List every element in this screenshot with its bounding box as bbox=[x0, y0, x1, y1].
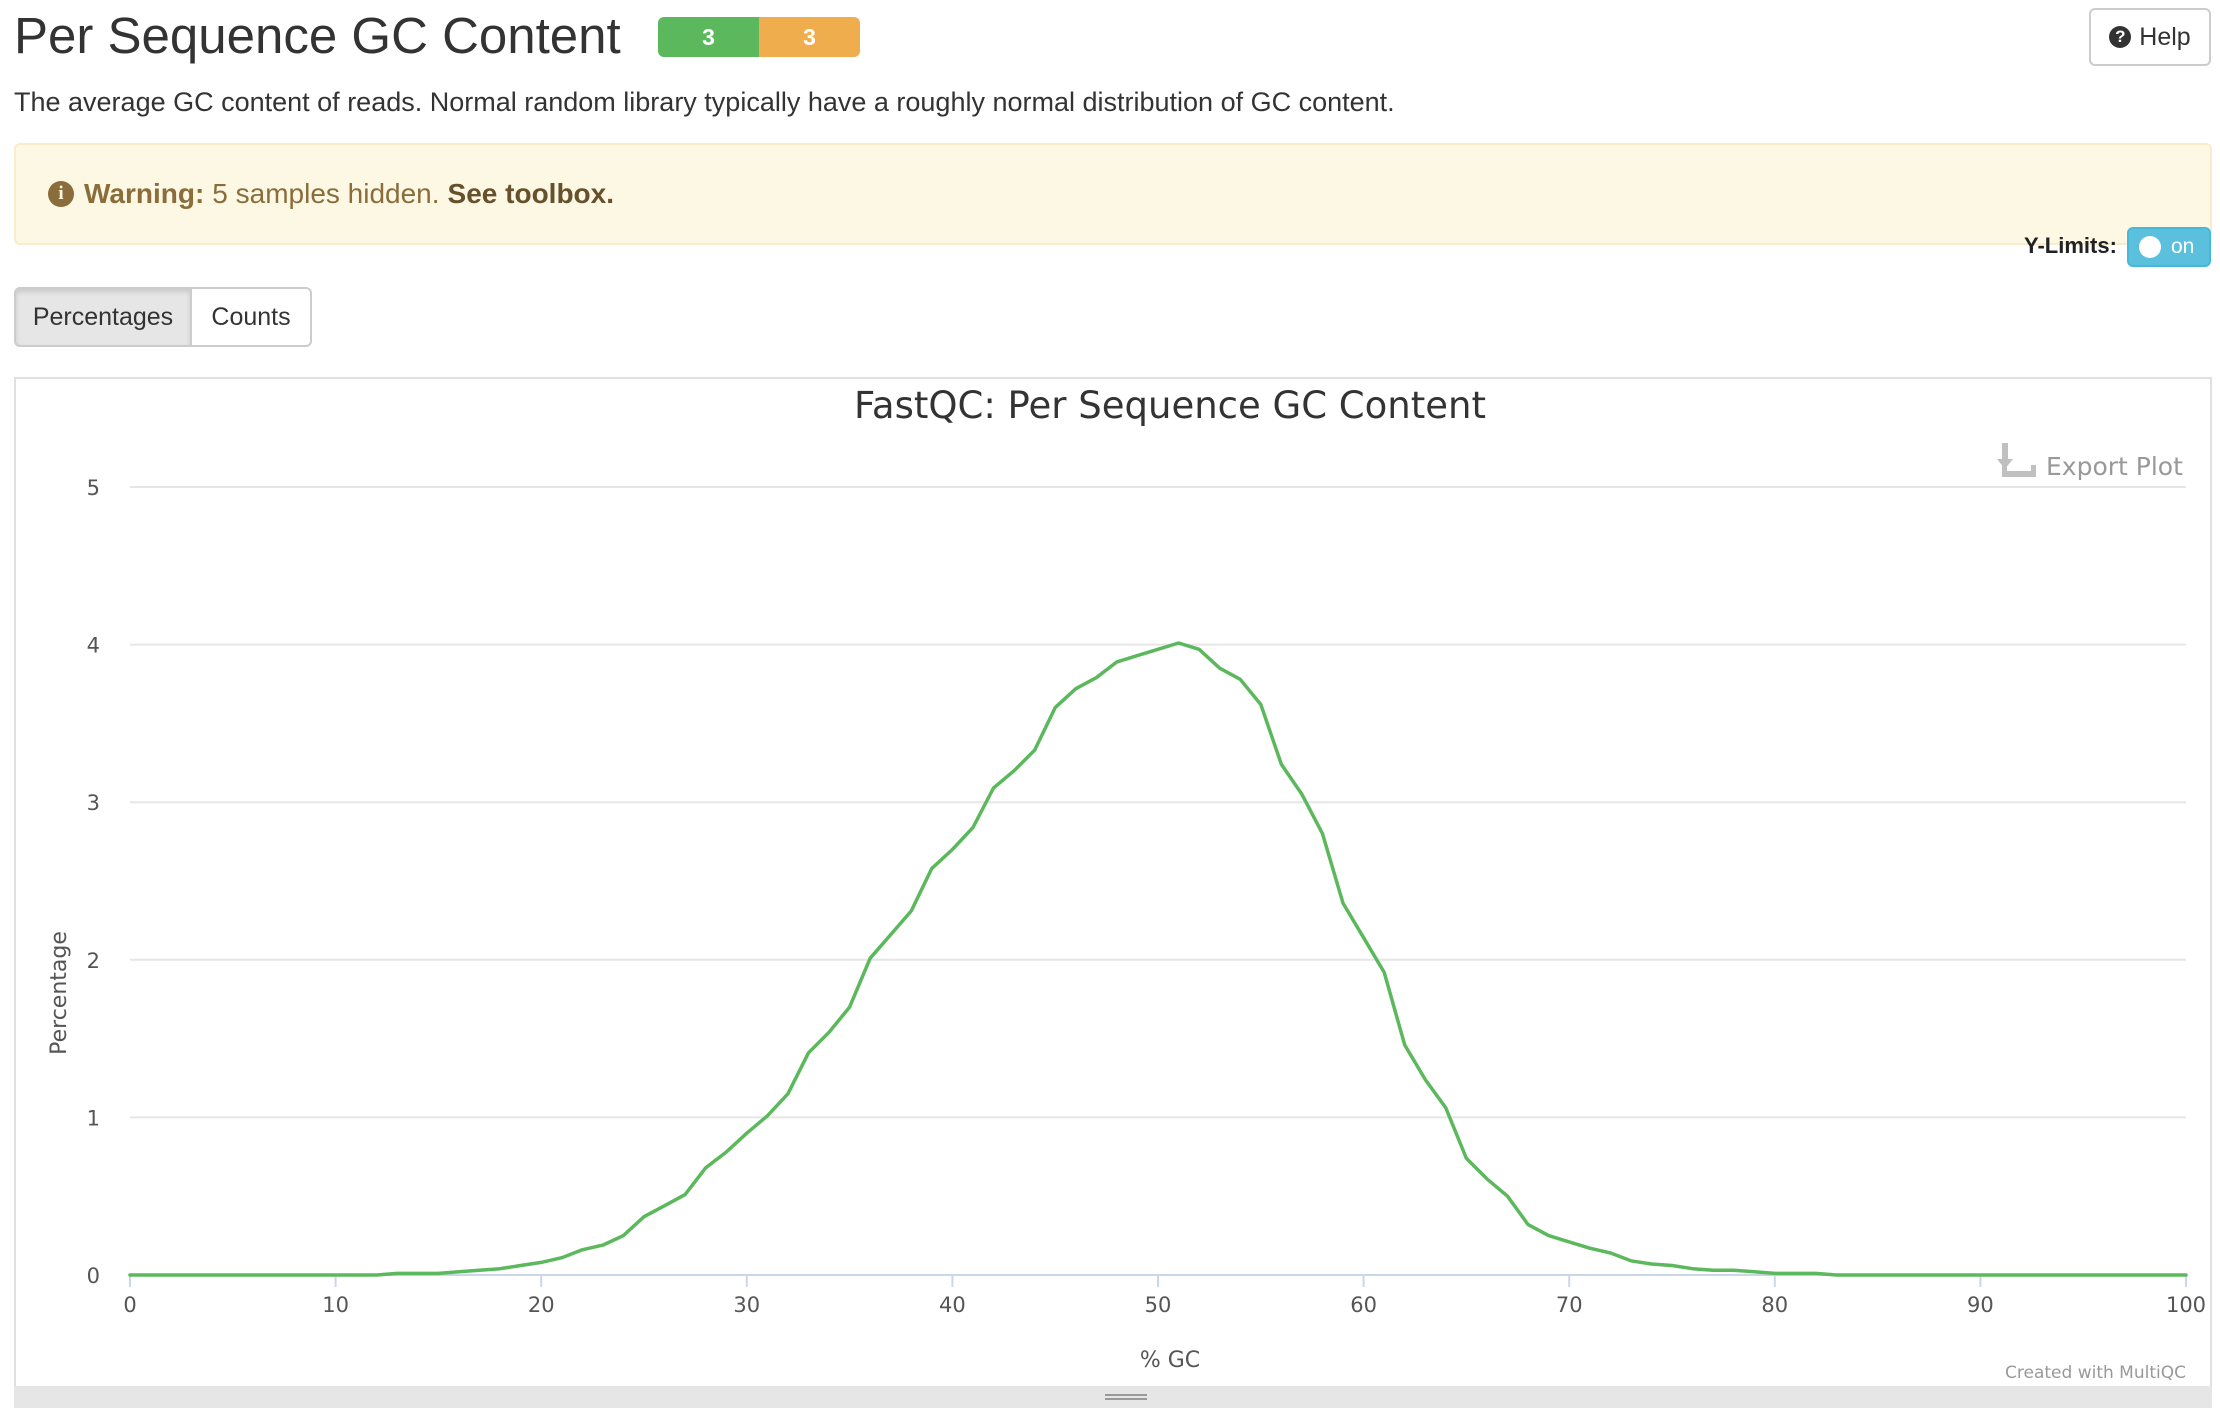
x-tick-label: 40 bbox=[939, 1293, 966, 1317]
warning-label: Warning: bbox=[84, 178, 205, 209]
y-limits-label: Y-Limits: bbox=[2024, 233, 2117, 258]
grip-line bbox=[1105, 1398, 1147, 1400]
view-mode-button-group: Percentages Counts bbox=[14, 287, 312, 347]
toggle-knob-icon bbox=[2139, 236, 2161, 258]
percentages-button[interactable]: Percentages bbox=[14, 287, 192, 347]
x-tick-label: 100 bbox=[2166, 1293, 2206, 1317]
grip-line bbox=[1105, 1394, 1147, 1396]
multiqc-credit: Created with MultiQC bbox=[2005, 1363, 2186, 1383]
status-warn-count[interactable]: 3 bbox=[759, 17, 860, 57]
y-tick-label: 2 bbox=[87, 949, 100, 973]
y-tick-label: 0 bbox=[87, 1264, 100, 1288]
x-tick-label: 10 bbox=[322, 1293, 349, 1317]
page-title: Per Sequence GC Content bbox=[14, 7, 621, 64]
x-tick-label: 60 bbox=[1350, 1293, 1377, 1317]
hidden-samples-warning: i Warning: 5 samples hidden. See toolbox… bbox=[14, 143, 2212, 245]
y-axis-label: Percentage bbox=[47, 931, 72, 1055]
x-tick-label: 90 bbox=[1967, 1293, 1994, 1317]
x-tick-label: 20 bbox=[528, 1293, 555, 1317]
y-limits-toggle[interactable]: on bbox=[2127, 227, 2211, 267]
x-tick-label: 50 bbox=[1145, 1293, 1172, 1317]
y-limits-state: on bbox=[2171, 235, 2195, 258]
help-button[interactable]: ? Help bbox=[2089, 8, 2211, 66]
help-button-label: Help bbox=[2139, 22, 2191, 51]
grid-lines bbox=[129, 486, 2187, 1287]
section-description: The average GC content of reads. Normal … bbox=[14, 87, 1395, 117]
y-tick-label: 4 bbox=[87, 634, 100, 658]
export-plot-label: Export Plot bbox=[2046, 452, 2183, 481]
x-tick-label: 30 bbox=[733, 1293, 760, 1317]
x-tick-label: 80 bbox=[1761, 1293, 1788, 1317]
export-plot-button[interactable]: Export Plot bbox=[1997, 443, 2183, 481]
x-tick-label: 70 bbox=[1556, 1293, 1583, 1317]
x-tick-labels: 0 10 20 30 40 50 60 70 80 90 100 bbox=[123, 1293, 2206, 1317]
question-circle-icon: ? bbox=[2109, 26, 2132, 48]
status-bar[interactable]: 3 3 bbox=[658, 17, 860, 57]
series-layer bbox=[128, 641, 2188, 1277]
warning-text: 5 samples hidden. bbox=[212, 178, 440, 209]
y-tick-label: 5 bbox=[87, 476, 100, 500]
status-pass-count[interactable]: 3 bbox=[658, 17, 759, 57]
x-axis-label: % GC bbox=[1140, 1348, 1200, 1373]
info-circle-icon: i bbox=[48, 181, 74, 207]
y-tick-labels: 0 1 2 3 4 5 bbox=[87, 476, 100, 1288]
plot-resize-handle[interactable] bbox=[14, 1386, 2212, 1408]
y-tick-label: 1 bbox=[87, 1106, 100, 1130]
counts-button[interactable]: Counts bbox=[190, 287, 312, 347]
gc-content-chart: 0 10 20 30 40 50 60 70 80 90 100 0 1 2 3 4 5 FastQC: Pe… bbox=[47, 384, 2206, 1383]
download-icon bbox=[1997, 443, 2036, 477]
y-tick-label: 3 bbox=[87, 791, 100, 815]
plot-container: 0 10 20 30 40 50 60 70 80 90 100 0 1 2 3 4 5 FastQC: Pe… bbox=[14, 377, 2212, 1388]
see-toolbox-link[interactable]: See toolbox. bbox=[447, 178, 615, 209]
x-tick-label: 0 bbox=[123, 1293, 136, 1317]
chart-title: FastQC: Per Sequence GC Content bbox=[854, 384, 1486, 427]
series-line[interactable] bbox=[128, 641, 2188, 1277]
